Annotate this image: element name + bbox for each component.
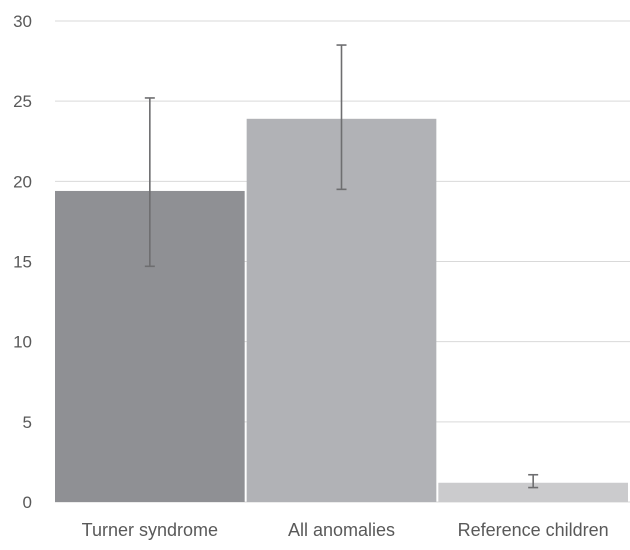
y-tick-label: 30	[13, 12, 32, 31]
y-axis-tick-labels: 0 5 10 15 20 25 30	[13, 12, 32, 512]
error-bars	[144, 44, 539, 489]
x-category-label: All anomalies	[288, 520, 395, 540]
bar-reference-children	[438, 482, 628, 502]
y-tick-label: 25	[13, 92, 32, 111]
y-tick-label: 20	[13, 172, 32, 191]
y-tick-label: 15	[13, 253, 32, 272]
error-bar	[528, 473, 539, 489]
x-category-label: Turner syndrome	[82, 520, 218, 540]
y-tick-label: 0	[23, 493, 32, 512]
error-bar	[336, 44, 347, 191]
x-axis-category-labels: Turner syndrome All anomalies Reference ch…	[82, 520, 609, 540]
x-category-label: Reference children	[458, 520, 609, 540]
error-bar	[144, 97, 155, 268]
y-tick-label: 10	[13, 333, 32, 352]
y-tick-label: 5	[23, 413, 32, 432]
